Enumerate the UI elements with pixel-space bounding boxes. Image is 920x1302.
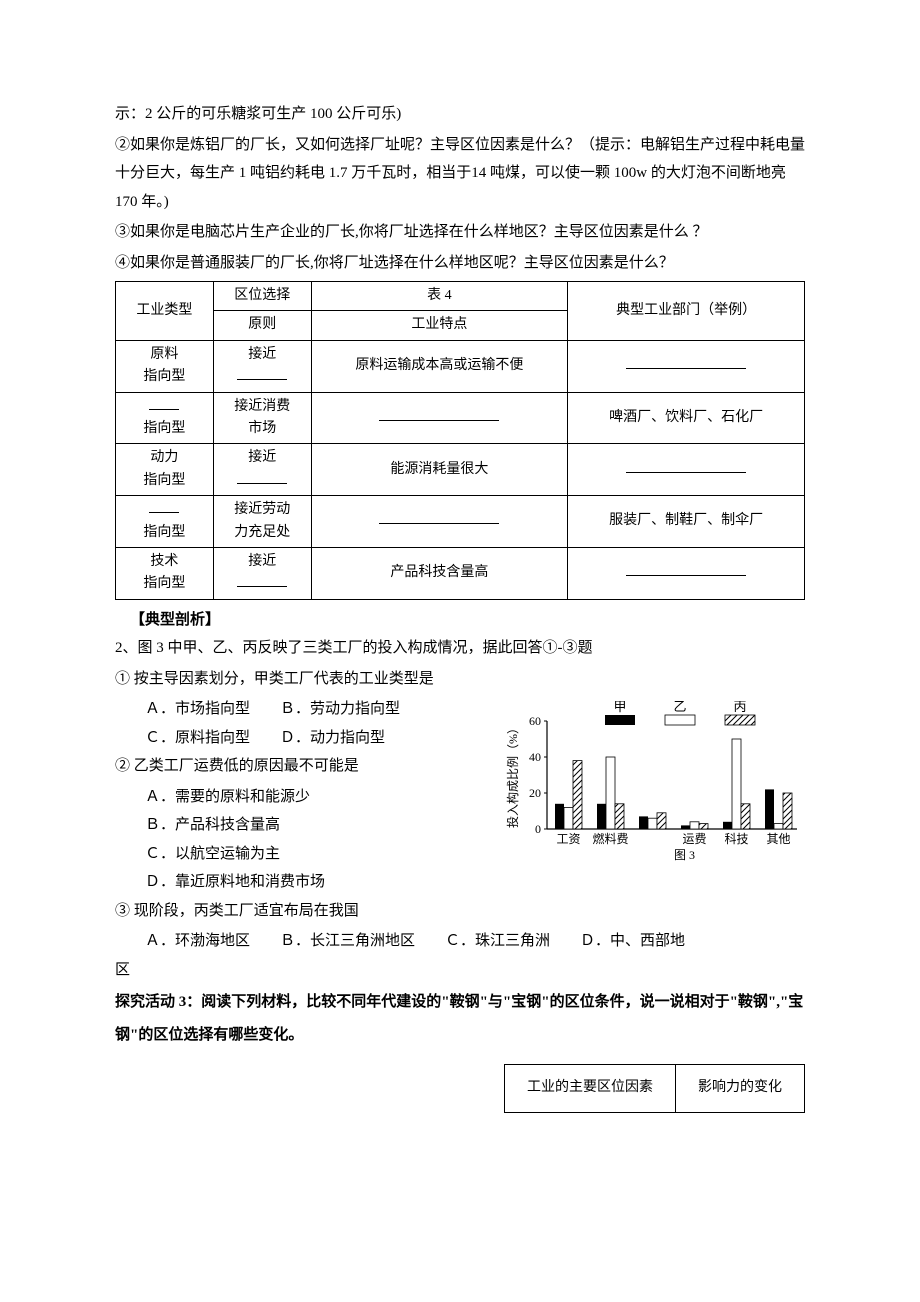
intro-line-3: ③如果你是电脑芯片生产企业的厂长,你将厂址选择在什么样地区？主导区位因素是什么 … bbox=[115, 218, 805, 247]
t4-h4: 典型工业部门（举例） bbox=[568, 282, 805, 341]
t4-h3: 工业特点 bbox=[311, 311, 568, 340]
t5-h1: 工业的主要区位因素 bbox=[505, 1065, 676, 1113]
svg-text:工资: 工资 bbox=[556, 832, 580, 846]
svg-text:甲: 甲 bbox=[613, 701, 626, 714]
t4-r2c1: 指向型 bbox=[116, 392, 214, 444]
t4-r4c4: 服装厂、制鞋厂、制伞厂 bbox=[568, 496, 805, 548]
section-title: 【典型剖析】 bbox=[115, 606, 805, 635]
q2-3: ③ 现阶段，丙类工厂适宜布局在我国 bbox=[115, 897, 497, 926]
svg-text:运费: 运费 bbox=[682, 832, 706, 846]
t4-r5c2: 接近 bbox=[213, 547, 311, 599]
q2-1: ① 按主导因素划分，甲类工厂代表的工业类型是 bbox=[115, 665, 805, 694]
t4-r1c2: 接近 bbox=[213, 340, 311, 392]
t4-r1c1: 原料指向型 bbox=[116, 340, 214, 392]
intro-line-4: ④如果你是普通服装厂的厂长,你将厂址选择在什么样地区呢？主导区位因素是什么？ bbox=[115, 249, 805, 278]
t4-r4c2: 接近劳动力充足处 bbox=[213, 496, 311, 548]
t4-r2c3 bbox=[311, 392, 568, 444]
svg-text:其他: 其他 bbox=[766, 832, 790, 846]
svg-text:乙: 乙 bbox=[673, 701, 686, 714]
t5-h2: 影响力的变化 bbox=[676, 1065, 805, 1113]
svg-text:图 3: 图 3 bbox=[674, 848, 695, 862]
svg-text:燃料费: 燃料费 bbox=[592, 831, 628, 846]
q2-2b: Ｂ．产品科技含量高 bbox=[115, 811, 497, 840]
svg-text:20: 20 bbox=[529, 786, 541, 800]
q2-3-opts-b: 区 bbox=[115, 956, 805, 985]
intro-line-2: ②如果你是炼铝厂的厂长，又如何选择厂址呢？主导区位因素是什么？（提示：电解铝生产… bbox=[115, 131, 805, 217]
q2-2: ② 乙类工厂运费低的原因最不可能是 bbox=[115, 752, 497, 781]
t4-r3c2: 接近 bbox=[213, 444, 311, 496]
t4-r1c4 bbox=[568, 340, 805, 392]
q2-1-opts-a: Ａ．市场指向型 Ｂ．劳动力指向型 bbox=[115, 695, 497, 724]
svg-text:40: 40 bbox=[529, 750, 541, 764]
t4-r3c3: 能源消耗量很大 bbox=[311, 444, 568, 496]
t4-r4c1: 指向型 bbox=[116, 496, 214, 548]
t4-r5c1: 技术指向型 bbox=[116, 547, 214, 599]
t4-r5c4 bbox=[568, 547, 805, 599]
svg-text:丙: 丙 bbox=[733, 701, 746, 714]
q2-2d: Ｄ．靠近原料地和消费市场 bbox=[115, 868, 497, 897]
chart-fig3: 0 20 40 60 投入构成比例（%） 工资燃料费 运费 科技 其他 甲 乙 丙图 3 bbox=[505, 695, 805, 877]
q2-1-opts-b: Ｃ．原料指向型 Ｄ．动力指向型 bbox=[115, 724, 497, 753]
t4-r5c3: 产品科技含量高 bbox=[311, 547, 568, 599]
intro-line-1: 示：2 公斤的可乐糖浆可生产 100 公斤可乐) bbox=[115, 100, 805, 129]
table-4-wrap: 工业类型 区位选择 表 4 典型工业部门（举例） 原则 工业特点 原料指向型 接… bbox=[115, 281, 805, 600]
t4-caption: 表 4 bbox=[311, 282, 568, 311]
t4-r2c2: 接近消费市场 bbox=[213, 392, 311, 444]
t4-r3c4 bbox=[568, 444, 805, 496]
t4-h1: 工业类型 bbox=[116, 282, 214, 341]
q2-stem: 2、图 3 中甲、乙、丙反映了三类工厂的投入构成情况，据此回答①-③题 bbox=[115, 634, 805, 663]
table-4: 工业类型 区位选择 表 4 典型工业部门（举例） 原则 工业特点 原料指向型 接… bbox=[115, 281, 805, 600]
svg-text:科技: 科技 bbox=[724, 832, 748, 846]
svg-text:0: 0 bbox=[535, 822, 541, 836]
t4-r3c1: 动力指向型 bbox=[116, 444, 214, 496]
svg-text:投入构成比例（%）: 投入构成比例（%） bbox=[505, 722, 520, 828]
explore3-title: 探究活动 3：阅读下列材料，比较不同年代建设的"鞍钢"与"宝钢"的区位条件，说一… bbox=[115, 986, 805, 1052]
t4-h2a: 区位选择 bbox=[213, 282, 311, 311]
svg-text:60: 60 bbox=[529, 714, 541, 728]
t4-r1c3: 原料运输成本高或运输不便 bbox=[311, 340, 568, 392]
q2-2a: Ａ．需要的原料和能源少 bbox=[115, 783, 497, 812]
q2-2c: Ｃ．以航空运输为主 bbox=[115, 840, 497, 869]
t4-r4c3 bbox=[311, 496, 568, 548]
t4-h2b: 原则 bbox=[213, 311, 311, 340]
t4-r2c4: 啤酒厂、饮料厂、石化厂 bbox=[568, 392, 805, 444]
q2-3-opts-a: Ａ．环渤海地区 Ｂ．长江三角洲地区 Ｃ．珠江三角洲 Ｄ．中、西部地 bbox=[115, 927, 805, 956]
table-5: 工业的主要区位因素 影响力的变化 bbox=[504, 1064, 805, 1113]
